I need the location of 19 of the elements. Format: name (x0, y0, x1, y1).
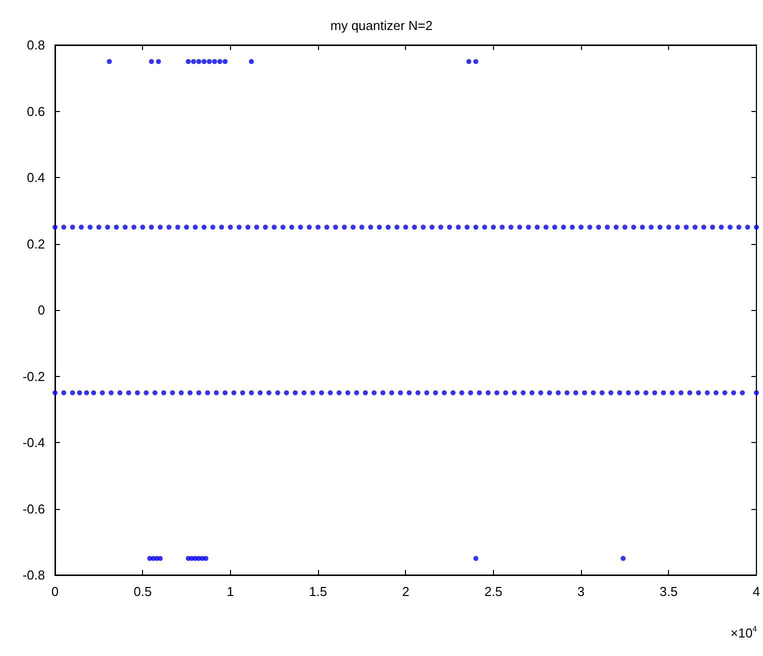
x-tick-label: 0.5 (134, 584, 152, 599)
x-tick-label: 4 (752, 584, 760, 599)
y-tick-label: -0.2 (22, 368, 45, 384)
y-tick-label: -0.8 (22, 568, 45, 582)
x-tick-label: 3.5 (660, 584, 678, 599)
chart-title: my quantizer N=2 (330, 18, 433, 33)
y-tick-label: 0 (38, 302, 45, 318)
x-tick-label: 2.5 (484, 584, 502, 599)
x-tick-label: 2 (402, 584, 410, 599)
x-tick-label: 3 (577, 584, 585, 599)
y-tick-label: -0.6 (22, 501, 45, 516)
y-tick-label: 0.4 (26, 170, 45, 185)
y-tick-label: 0.8 (26, 38, 45, 52)
y-tick-label: -0.4 (22, 435, 45, 450)
x-tick-label: 1 (226, 584, 234, 599)
y-tick-label: 0.6 (26, 104, 45, 119)
x-tick-label: 0 (51, 584, 59, 599)
x-tick-label: 1.5 (308, 584, 328, 599)
y-tick-label: 0.2 (26, 236, 45, 252)
